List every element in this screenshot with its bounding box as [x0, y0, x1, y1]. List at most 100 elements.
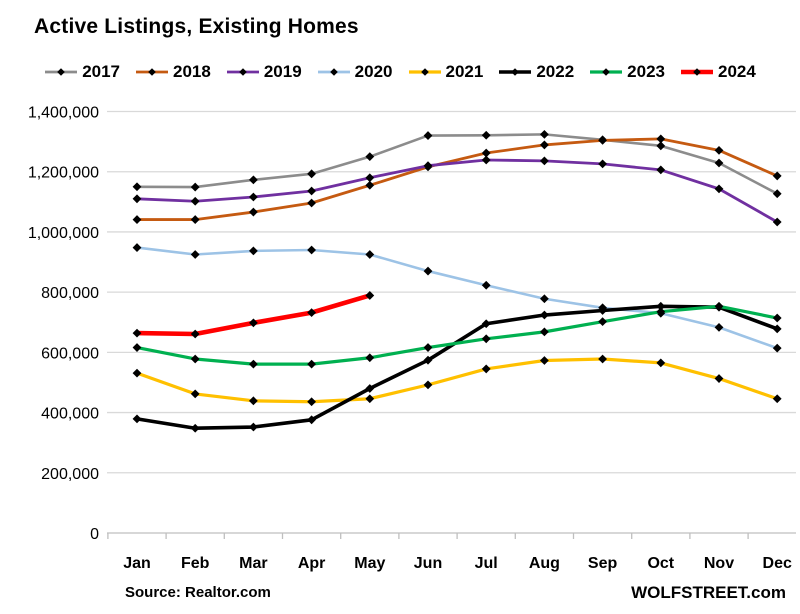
y-axis-label: 0: [90, 526, 99, 543]
data-point-marker-2019: [423, 161, 433, 171]
data-point-marker-2019: [481, 155, 491, 165]
chart-legend: 2017 2018 2019 2020 2021 2022 2023 2024: [0, 62, 800, 82]
data-point-marker-2020: [481, 280, 491, 290]
legend-item-2017: 2017: [44, 62, 120, 82]
data-point-marker-2020: [714, 322, 724, 332]
x-axis-label: Jul: [475, 555, 498, 572]
data-point-marker-2018: [249, 207, 258, 217]
data-point-marker-2020: [307, 245, 316, 255]
data-point-marker-2020: [772, 343, 782, 353]
legend-label: 2022: [536, 62, 575, 81]
data-point-marker-2021: [540, 356, 549, 365]
y-axis-label: 400,000: [41, 406, 99, 423]
y-axis-label: 1,200,000: [28, 165, 99, 182]
data-point-marker-2022: [365, 384, 375, 393]
data-point-marker-2021: [365, 394, 375, 404]
data-point-marker-2023: [423, 343, 433, 352]
data-point-marker-2021: [190, 389, 200, 399]
data-point-marker-2018: [190, 215, 200, 224]
data-point-marker-2024: [132, 328, 142, 338]
data-point-marker-2023: [540, 327, 549, 337]
data-point-marker-2017: [714, 158, 724, 168]
data-point-marker-2017: [423, 131, 433, 140]
x-axis-label: Jan: [123, 555, 151, 572]
data-point-marker-2017: [656, 141, 666, 151]
series-line-2021: [135, 357, 779, 404]
data-point-marker-2022: [481, 319, 491, 329]
source-note: Source: Realtor.com: [125, 584, 271, 601]
x-axis-label: Oct: [647, 555, 674, 572]
data-point-marker-2024: [365, 291, 375, 300]
legend-item-2019: 2019: [226, 62, 302, 82]
legend-item-2020: 2020: [317, 62, 393, 82]
legend-label: 2020: [354, 62, 393, 81]
data-point-marker-2021: [772, 394, 782, 404]
data-point-marker-2021: [249, 396, 258, 406]
data-point-marker-2018: [307, 198, 316, 208]
data-point-marker-2023: [365, 353, 375, 363]
legend-label: 2024: [717, 62, 756, 81]
series-line-2020: [135, 246, 779, 350]
x-axis-label: Aug: [529, 555, 560, 572]
data-point-marker-2021: [423, 380, 433, 390]
legend-swatch-icon: [499, 68, 532, 76]
legend-label: 2017: [82, 62, 121, 81]
data-point-marker-2019: [249, 192, 258, 202]
data-point-marker-2020: [249, 246, 258, 256]
chart-title: Active Listings, Existing Homes: [34, 15, 359, 38]
data-point-marker-2017: [249, 175, 258, 185]
data-point-marker-2017: [190, 182, 200, 192]
data-point-marker-2019: [598, 159, 607, 169]
data-point-marker-2022: [190, 423, 200, 433]
data-point-marker-2020: [190, 250, 200, 259]
data-point-marker-2021: [656, 358, 666, 368]
data-point-marker-2020: [540, 294, 549, 304]
data-point-marker-2019: [656, 165, 666, 175]
branding-wolfstreet: WOLFSTREET.com: [631, 583, 786, 602]
data-point-marker-2018: [714, 145, 724, 155]
series-line-2024: [134, 293, 373, 337]
data-point-marker-2022: [249, 422, 258, 432]
data-point-marker-2024: [190, 329, 200, 339]
y-axis-label: 1,000,000: [28, 225, 99, 242]
legend-swatch-icon: [136, 68, 169, 76]
x-axis-label: Apr: [298, 555, 326, 572]
data-point-marker-2019: [772, 217, 782, 227]
x-axis-label: Nov: [704, 555, 734, 572]
data-point-marker-2019: [132, 194, 142, 204]
data-point-marker-2023: [307, 359, 316, 369]
data-point-marker-2024: [249, 318, 258, 328]
series-line-2017: [135, 133, 779, 195]
data-point-marker-2019: [540, 156, 549, 166]
data-point-marker-2019: [714, 184, 724, 194]
data-point-marker-2022: [132, 414, 142, 424]
data-point-marker-2020: [423, 266, 433, 276]
data-point-marker-2023: [656, 307, 666, 317]
data-point-marker-2023: [190, 354, 200, 364]
data-point-marker-2019: [307, 186, 316, 196]
legend-label: 2021: [445, 62, 484, 81]
data-point-marker-2024: [307, 308, 316, 318]
legend-swatch-icon: [45, 68, 78, 76]
series-line-2019: [135, 158, 779, 224]
x-axis-label: Jun: [414, 555, 442, 572]
y-axis-label: 800,000: [41, 285, 99, 302]
y-axis-label: 200,000: [41, 466, 99, 483]
data-point-marker-2020: [132, 243, 142, 252]
data-point-marker-2023: [481, 334, 491, 344]
data-point-marker-2021: [132, 368, 142, 378]
x-axis-label: Feb: [181, 555, 210, 572]
data-point-marker-2021: [714, 374, 724, 383]
legend-swatch-icon: [680, 68, 713, 76]
legend-item-2022: 2022: [498, 62, 574, 82]
legend-label: 2019: [263, 62, 302, 81]
data-point-marker-2022: [598, 306, 607, 315]
data-point-marker-2019: [365, 173, 375, 183]
x-axis-label: Mar: [239, 555, 267, 572]
series-line-2018: [135, 137, 779, 221]
data-point-marker-2018: [132, 215, 142, 224]
legend-item-2024: 2024: [680, 62, 756, 82]
x-axis-label: May: [354, 555, 385, 572]
